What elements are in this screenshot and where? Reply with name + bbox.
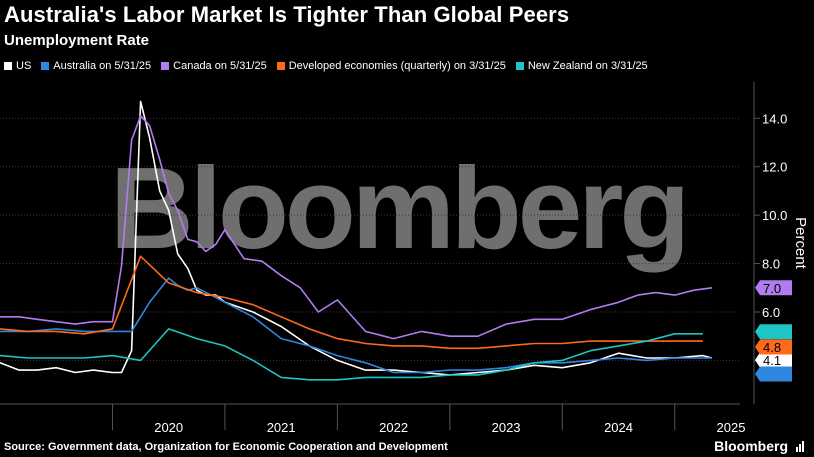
brand-logo: Bloomberg: [714, 438, 788, 454]
end-flag-canada: 7.0: [755, 280, 792, 296]
y-tick-label-4: 12.0: [762, 160, 787, 175]
legend-item-us: US: [4, 60, 31, 72]
end-flag-shape: [755, 366, 792, 382]
chart-subtitle: Unemployment Rate: [4, 32, 150, 49]
series-line-australia: [0, 277, 712, 374]
legend-item-canada: Canada on 5/31/25: [161, 60, 267, 72]
series-line-developed-economies-quarterly-: [0, 255, 703, 350]
end-flag-new-zealand: [755, 324, 792, 340]
x-tick-label-3: 2023: [492, 420, 521, 435]
legend-swatch-new-zealand: [515, 62, 524, 70]
legend-label-australia: Australia on 5/31/25: [53, 60, 152, 72]
chart-title: Australia's Labor Market Is Tighter Than…: [4, 2, 570, 27]
end-flag-label: 4.8: [763, 340, 781, 355]
legend-swatch-developed: [276, 62, 285, 70]
end-flag-developed-economies-quarterly-: 4.8: [755, 339, 792, 355]
end-flag-shape: [755, 324, 792, 340]
legend: US Australia on 5/31/25 Canada on 5/31/2…: [4, 60, 658, 72]
y-axis-label: Percent: [792, 217, 809, 270]
end-flag-shape: [755, 280, 792, 296]
legend-label-developed: Developed economies (quarterly) on 3/31/…: [288, 60, 506, 72]
bar-chart-icon: [796, 440, 808, 452]
end-flag-us: 4.1: [755, 352, 792, 368]
end-flag-shape: [755, 339, 792, 355]
legend-label-canada: Canada on 5/31/25: [173, 60, 267, 72]
legend-item-new-zealand: New Zealand on 3/31/25: [515, 60, 648, 72]
legend-label-new-zealand: New Zealand on 3/31/25: [527, 60, 648, 72]
y-tick-label-5: 14.0: [762, 111, 787, 126]
series-line-new-zealand: [0, 328, 703, 381]
end-flag-australia: [755, 366, 792, 382]
x-tick-label-5: 2025: [717, 420, 746, 435]
legend-swatch-australia: [41, 62, 50, 70]
x-tick-label-2: 2022: [379, 420, 408, 435]
x-tick-label-1: 2021: [267, 420, 296, 435]
legend-item-developed: Developed economies (quarterly) on 3/31/…: [276, 60, 506, 72]
y-tick-label-1: 6.0: [762, 305, 780, 320]
watermark-logo: Bloomberg: [110, 143, 690, 273]
end-flag-label: 7.0: [763, 281, 781, 296]
series-line-canada: [0, 115, 713, 340]
legend-label-us: US: [16, 60, 32, 72]
series-line-us: [0, 100, 713, 376]
legend-item-australia: Australia on 5/31/25: [41, 60, 151, 72]
y-tick-label-2: 8.0: [762, 257, 780, 272]
source-note: Source: Government data, Organization fo…: [4, 441, 448, 453]
x-tick-label-0: 2020: [154, 420, 183, 435]
x-tick-label-4: 2024: [604, 420, 633, 435]
end-flag-label: 4.1: [763, 353, 781, 368]
end-flag-shape: [755, 352, 792, 368]
legend-swatch-canada: [161, 62, 170, 70]
legend-swatch-us: [4, 62, 12, 70]
y-tick-label-3: 10.0: [762, 208, 787, 223]
